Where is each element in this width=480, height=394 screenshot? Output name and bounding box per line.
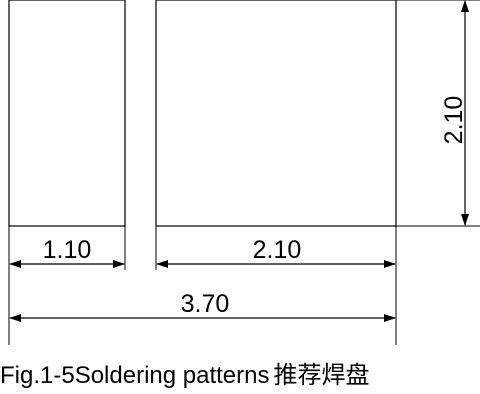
caption-text: Fig.1-5Soldering patterns [0, 362, 269, 389]
dimension-label-small-pad: 1.10 [43, 236, 92, 264]
dimension-label-large-pad: 2.10 [253, 236, 302, 264]
figure-caption: Fig.1-5Soldering patterns 推荐焊盘 [0, 359, 369, 393]
pad-right [156, 0, 396, 226]
caption-text-cn: 推荐焊盘 [273, 362, 369, 389]
pad-left [9, 0, 125, 226]
dimension-label-overall: 3.70 [181, 290, 230, 318]
dimension-label-pad-height: 2.10 [440, 96, 468, 145]
